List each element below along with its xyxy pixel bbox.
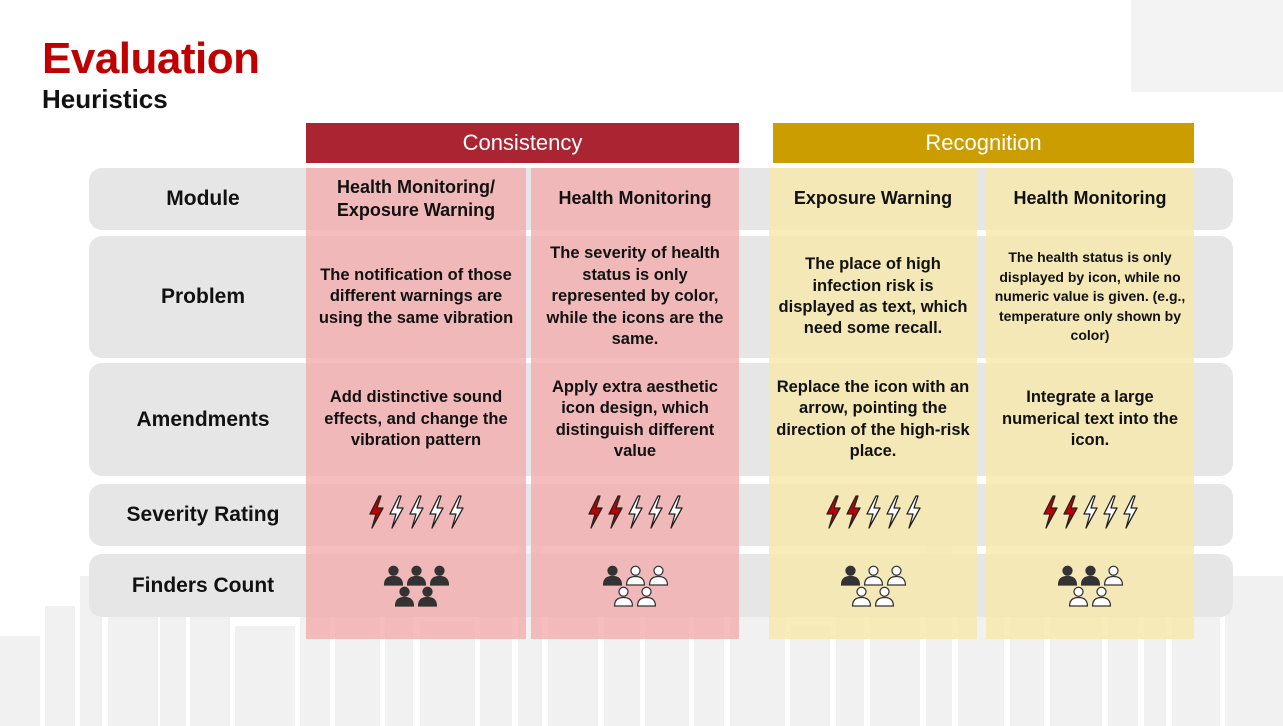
lightning-bolt-empty-icon [866, 494, 881, 529]
person-filled-icon [1080, 565, 1100, 586]
recognition-header: Recognition [773, 123, 1194, 163]
problem-cell: The place of high infection risk is disp… [778, 255, 968, 338]
finders-people-row [601, 565, 670, 586]
lightning-bolt-empty-icon [1083, 494, 1098, 529]
row-label-module: Module [166, 187, 240, 210]
finders-people-row [612, 586, 658, 607]
person-outline-icon [648, 565, 668, 586]
finders-people [601, 565, 670, 607]
lightning-bolt-empty-icon [906, 494, 921, 529]
severity-rating-cell [306, 484, 526, 546]
column-consistency-1 [306, 168, 526, 639]
row-label-amendments: Amendments [136, 407, 270, 431]
column-recognition-2 [986, 168, 1194, 639]
page-subtitle: Heuristics [42, 84, 168, 114]
row-label-severity: Severity Rating [126, 503, 280, 526]
finders-count-cell [986, 554, 1194, 617]
person-outline-icon [636, 586, 657, 607]
module-cell: Exposure Warning [793, 188, 953, 209]
problem-cell: The health status is only displayed by i… [994, 249, 1186, 344]
lightning-bolt-filled-icon [1043, 494, 1058, 529]
column-recognition-1 [769, 168, 977, 639]
problem-cell: The notification of those different warn… [318, 265, 514, 327]
corner-decoration [1131, 0, 1283, 92]
lightning-bolt-filled-icon [588, 494, 603, 529]
person-filled-icon [1057, 565, 1077, 586]
finders-people-row [382, 565, 451, 586]
row-label-finders: Finders Count [131, 573, 275, 597]
lightning-bolt-empty-icon [628, 494, 643, 529]
column-consistency-2 [531, 168, 739, 639]
lightning-bolt-empty-icon [429, 494, 444, 529]
finders-people-row [850, 586, 896, 607]
person-outline-icon [886, 565, 906, 586]
finders-people [1056, 565, 1125, 607]
module-cell: Health Monitoring [1013, 188, 1167, 209]
severity-bolts [1040, 494, 1140, 536]
finders-count-cell [769, 554, 977, 617]
lightning-bolt-empty-icon [389, 494, 404, 529]
lightning-bolt-empty-icon [449, 494, 464, 529]
person-outline-icon [1068, 586, 1089, 607]
lightning-bolt-empty-icon [409, 494, 424, 529]
severity-bolts [585, 494, 685, 536]
severity-rating-cell [769, 484, 977, 546]
person-outline-icon [863, 565, 883, 586]
lightning-bolt-empty-icon [648, 494, 663, 529]
severity-rating-cell [986, 484, 1194, 546]
severity-bolts [823, 494, 923, 536]
person-filled-icon [417, 586, 438, 607]
lightning-bolt-filled-icon [1063, 494, 1078, 529]
finders-people-row [1056, 565, 1125, 586]
person-outline-icon [613, 586, 634, 607]
lightning-bolt-filled-icon [369, 494, 384, 529]
person-outline-icon [874, 586, 895, 607]
lightning-bolt-empty-icon [1123, 494, 1138, 529]
amendment-cell: Replace the icon with an arrow, pointing… [776, 377, 970, 460]
finders-count-cell [306, 554, 526, 617]
person-filled-icon [429, 565, 449, 586]
finders-count-cell [531, 554, 739, 617]
finders-people-row [839, 565, 908, 586]
finders-people [839, 565, 908, 607]
lightning-bolt-empty-icon [886, 494, 901, 529]
lightning-bolt-empty-icon [668, 494, 683, 529]
person-filled-icon [383, 565, 403, 586]
person-outline-icon [1091, 586, 1112, 607]
finders-people-row [393, 586, 439, 607]
amendment-cell: Add distinctive sound effects, and chang… [324, 388, 508, 450]
consistency-header: Consistency [306, 123, 739, 163]
lightning-bolt-empty-icon [1103, 494, 1118, 529]
module-cell: Health Monitoring/ Exposure Warning [336, 176, 496, 220]
problem-cell: The severity of health status is only re… [546, 244, 724, 349]
person-filled-icon [840, 565, 860, 586]
page-title: Evaluation [42, 34, 260, 83]
finders-people [382, 565, 451, 607]
severity-bolts [366, 494, 466, 536]
module-cell: Health Monitoring [558, 188, 712, 209]
lightning-bolt-filled-icon [846, 494, 861, 529]
amendment-cell: Integrate a large numerical text into th… [1001, 388, 1179, 450]
person-filled-icon [394, 586, 415, 607]
person-filled-icon [602, 565, 622, 586]
lightning-bolt-filled-icon [826, 494, 841, 529]
person-outline-icon [851, 586, 872, 607]
finders-people-row [1067, 586, 1113, 607]
person-filled-icon [406, 565, 426, 586]
person-outline-icon [625, 565, 645, 586]
amendment-cell: Apply extra aesthetic icon design, which… [552, 377, 718, 460]
person-outline-icon [1103, 565, 1123, 586]
lightning-bolt-filled-icon [608, 494, 623, 529]
severity-rating-cell [531, 484, 739, 546]
row-label-problem: Problem [160, 285, 246, 308]
